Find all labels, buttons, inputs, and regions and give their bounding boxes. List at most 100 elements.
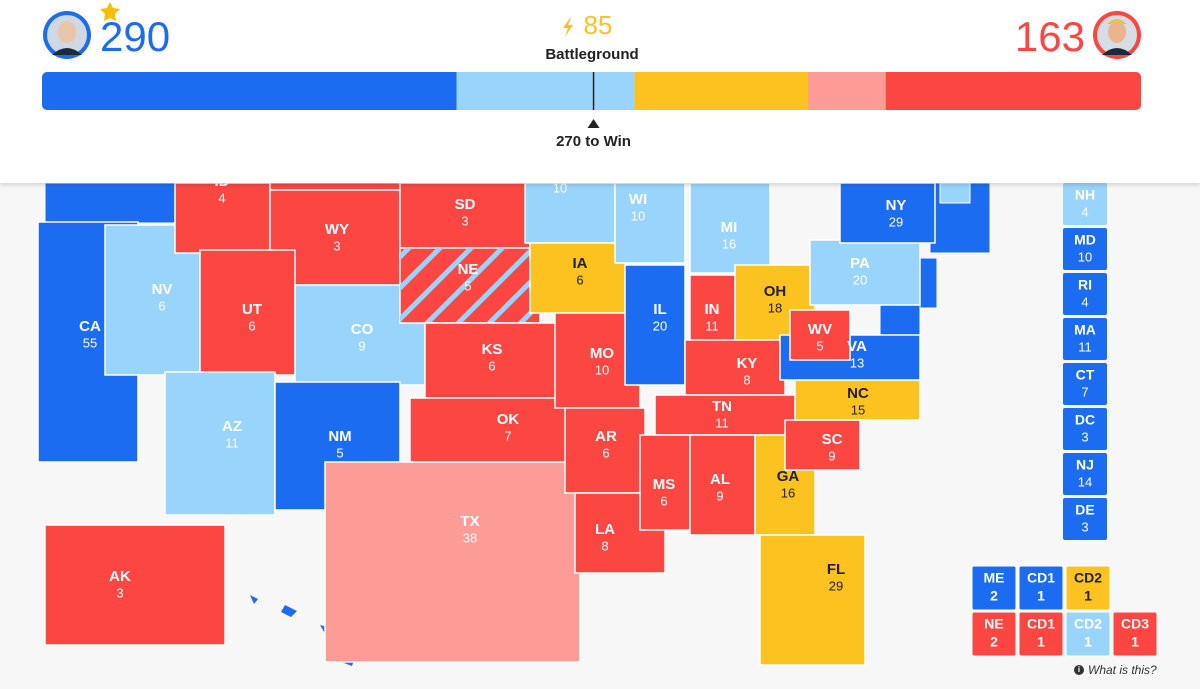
- split-tile: [1065, 611, 1111, 657]
- state-shape: [639, 434, 691, 531]
- split-tile: [1018, 611, 1064, 657]
- state-votes: 10: [631, 208, 645, 223]
- state-votes: 6: [488, 358, 495, 373]
- state-abbr: DE: [1075, 502, 1094, 518]
- state-votes: 4: [1081, 204, 1088, 219]
- state-shape: [44, 524, 226, 646]
- split-tile: [971, 611, 1017, 657]
- state-votes: 4: [218, 190, 225, 205]
- state-shape: [879, 299, 921, 336]
- bar-segment: [808, 72, 886, 110]
- state-votes: 18: [768, 300, 782, 315]
- state-abbr: OH: [764, 283, 787, 300]
- state-votes: 15: [851, 402, 865, 417]
- state-shape: [324, 461, 581, 663]
- state-abbr: WY: [325, 221, 349, 238]
- state-abbr: GA: [777, 468, 800, 485]
- state-votes: 29: [889, 214, 903, 229]
- state-shape: [684, 339, 786, 396]
- state-votes: 9: [358, 338, 365, 353]
- info-icon[interactable]: [1074, 665, 1084, 675]
- footer[interactable]: i What is this?: [1074, 663, 1157, 677]
- state-votes: 10: [1078, 249, 1092, 264]
- state-shape: [409, 397, 571, 463]
- state-abbr: PA: [850, 255, 870, 272]
- state-votes: 16: [781, 485, 795, 500]
- state-abbr: VA: [847, 338, 867, 355]
- state-votes: 55: [83, 335, 97, 350]
- header: 290 163 85 Battleground 270 to Win: [42, 2, 1141, 150]
- small-state-tile: [1063, 363, 1107, 405]
- state-votes: 7: [504, 428, 511, 443]
- split-abbr: NE: [984, 616, 1003, 632]
- bar-segment: [634, 72, 809, 110]
- state-abbr: SD: [455, 196, 476, 213]
- state-shape: [564, 407, 646, 494]
- state-votes: 9: [828, 448, 835, 463]
- left-vote-count: 290: [100, 13, 170, 60]
- state-abbr: NV: [152, 281, 173, 298]
- state-shape: [789, 309, 851, 361]
- state-votes: 6: [602, 445, 609, 460]
- avatar-head: [1108, 21, 1126, 43]
- state-votes: 14: [1078, 474, 1092, 489]
- state-votes: 6: [248, 318, 255, 333]
- state-shape: [44, 182, 181, 224]
- state-abbr: CO: [351, 321, 374, 338]
- state-votes: 16: [722, 236, 736, 251]
- map: CA55NV6ID4WY3UT6CO9AZ11NM5TX38SD3NE5KS6O…: [37, 163, 991, 666]
- what-is-this-link[interactable]: What is this?: [1088, 663, 1157, 677]
- state-votes: 5: [464, 278, 471, 293]
- info-icon-glyph: i: [1078, 665, 1080, 674]
- state-abbr: AL: [710, 471, 730, 488]
- state-abbr: NM: [328, 428, 351, 445]
- state-shape: [164, 371, 276, 516]
- state-abbr: IA: [573, 255, 588, 272]
- state-votes: 11: [1078, 339, 1092, 354]
- state-votes: 3: [116, 585, 123, 600]
- avatar-head: [58, 21, 76, 43]
- state-votes: 3: [1081, 519, 1088, 534]
- split-votes: 1: [1037, 588, 1045, 604]
- state-votes: 9: [716, 488, 723, 503]
- state-shape: [424, 322, 561, 399]
- state-votes: 11: [225, 435, 239, 450]
- split-votes: 1: [1084, 588, 1092, 604]
- state-abbr: MA: [1074, 322, 1096, 338]
- state-abbr: RI: [1078, 277, 1092, 293]
- state-abbr: IL: [653, 301, 666, 318]
- state-votes: 4: [1081, 294, 1088, 309]
- state-votes: 20: [653, 318, 667, 333]
- state-abbr: AK: [109, 568, 131, 585]
- state-votes: 13: [850, 355, 864, 370]
- state-votes: 10: [553, 180, 567, 195]
- state-abbr: MI: [721, 219, 738, 236]
- split-abbr: ME: [984, 570, 1005, 586]
- state-shape: [529, 242, 626, 314]
- bar-segment: [885, 72, 1141, 110]
- state-shape: [809, 239, 921, 306]
- state-shape: [759, 534, 866, 666]
- state-shape: [524, 182, 616, 244]
- state-votes: 10: [595, 362, 609, 377]
- state-votes: 29: [829, 578, 843, 593]
- state-abbr: WI: [629, 191, 647, 208]
- battleground-count: 85: [584, 10, 613, 40]
- vote-bar: [42, 72, 1141, 128]
- state-votes: 7: [1081, 384, 1088, 399]
- split-tile: [971, 565, 1017, 611]
- split-abbr: CD2: [1074, 570, 1102, 586]
- state-abbr: NJ: [1076, 457, 1094, 473]
- state-votes: 6: [158, 298, 165, 313]
- state-votes: 3: [1081, 429, 1088, 444]
- split-abbr: CD1: [1027, 570, 1055, 586]
- state-abbr: OK: [497, 411, 520, 428]
- bar-segment: [456, 72, 635, 110]
- small-state-tile: [1063, 183, 1107, 225]
- state-shape: [199, 249, 296, 376]
- split-tile: [1018, 565, 1064, 611]
- small-state-tile: [1063, 453, 1107, 495]
- state-votes: 5: [336, 445, 343, 460]
- state-shape: [624, 264, 686, 386]
